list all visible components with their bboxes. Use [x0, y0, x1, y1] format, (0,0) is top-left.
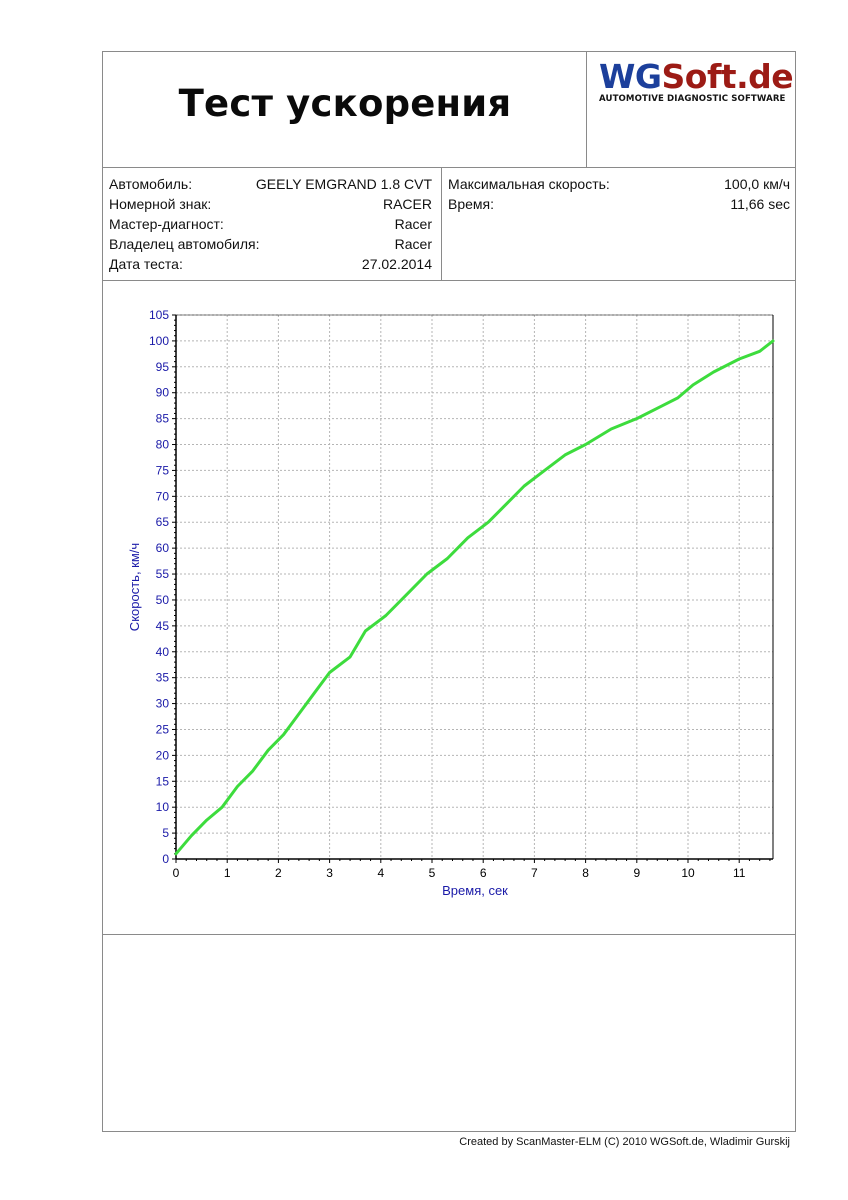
info-row-owner: Владелец автомобиля: Racer — [109, 236, 432, 256]
info-row-time: Время: 11,66 sec — [448, 196, 790, 216]
info-column-divider — [441, 167, 442, 280]
info-label: Дата теста: — [109, 256, 183, 272]
header-divider — [103, 167, 795, 168]
info-label: Максимальная скорость: — [448, 176, 610, 192]
info-divider — [103, 280, 795, 281]
info-value: RACER — [382, 196, 432, 212]
info-label: Номерной знак: — [109, 196, 212, 212]
info-value: 27.02.2014 — [361, 256, 432, 272]
logo-tagline: AUTOMOTIVE DIAGNOSTIC SOFTWARE — [599, 94, 786, 104]
logo-rest: Soft.de — [661, 57, 794, 96]
logo-wordmark: WGSoft.de — [599, 57, 794, 96]
info-value: Racer — [394, 236, 432, 252]
logo-wg: WG — [599, 57, 662, 96]
chart-divider — [103, 934, 795, 935]
info-label: Автомобиль: — [109, 176, 193, 192]
page-title: Тест ускорения — [178, 82, 512, 125]
info-row-date: Дата теста: 27.02.2014 — [109, 256, 432, 276]
info-label: Владелец автомобиля: — [109, 236, 260, 252]
wgsoft-logo: WGSoft.de AUTOMOTIVE DIAGNOSTIC SOFTWARE — [599, 57, 794, 105]
info-value: Racer — [394, 216, 432, 232]
info-value: 100,0 км/ч — [724, 176, 790, 192]
info-row-master: Мастер-диагност: Racer — [109, 216, 432, 236]
info-row-max-speed: Максимальная скорость: 100,0 км/ч — [448, 176, 790, 196]
info-row-plate: Номерной знак: RACER — [109, 196, 432, 216]
footer-credits: Created by ScanMaster-ELM (C) 2010 WGSof… — [459, 1136, 790, 1148]
info-row-vehicle: Автомобиль: GEELY EMGRAND 1.8 CVT — [109, 176, 432, 196]
info-label: Время: — [448, 196, 495, 212]
info-label: Мастер-диагност: — [109, 216, 224, 232]
info-value: 11,66 sec — [730, 196, 790, 212]
info-value: GEELY EMGRAND 1.8 CVT — [255, 176, 432, 192]
report-frame: Тест ускорения WGSoft.de AUTOMOTIVE DIAG… — [102, 51, 796, 1132]
logo-divider — [586, 52, 587, 167]
